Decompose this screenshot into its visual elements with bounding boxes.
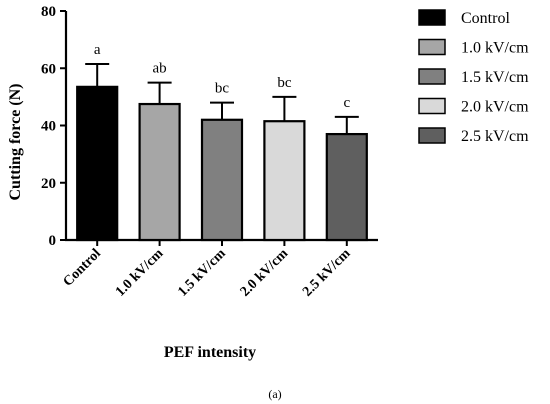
bar-1 xyxy=(76,85,119,242)
x-tick-label-4: 2.0 kV/cm xyxy=(238,246,292,300)
x-tick-label-1: Control xyxy=(61,246,105,290)
bar-2 xyxy=(138,102,181,242)
legend-label-5: 2.5 kV/cm xyxy=(461,128,529,145)
bars-layer xyxy=(76,85,368,242)
legend-label-1: Control xyxy=(461,10,510,27)
y-axis: 0 20 40 60 80 xyxy=(41,4,68,249)
legend-label-3: 1.5 kV/cm xyxy=(461,69,529,86)
y-axis-title: Cutting force (N) xyxy=(7,83,24,200)
significance-label-1: a xyxy=(94,42,101,58)
x-axis: Control 1.0 kV/cm 1.5 kV/cm 2.0 kV/cm 2.5 kV… xyxy=(61,238,378,300)
legend: Control 1.0 kV/cm 1.5 kV/cm 2.0 kV/cm 2.5 kV… xyxy=(418,9,529,145)
bar-5 xyxy=(325,132,368,242)
legend-swatch-4 xyxy=(418,97,446,115)
bar-3 xyxy=(200,118,244,242)
y-tick-label: 40 xyxy=(41,119,56,135)
y-tick-label: 60 xyxy=(41,61,56,77)
x-tick-label-5: 2.5 kV/cm xyxy=(300,246,354,300)
x-tick-label-3: 1.5 kV/cm xyxy=(175,246,229,300)
legend-swatch-1 xyxy=(418,9,446,26)
legend-swatch-3 xyxy=(418,68,446,85)
significance-label-3: bc xyxy=(215,81,230,97)
x-axis-title: PEF intensity xyxy=(164,344,256,361)
y-tick-label: 0 xyxy=(49,233,57,249)
significance-letters-layer: a ab bc bc c xyxy=(94,42,351,111)
legend-label-4: 2.0 kV/cm xyxy=(461,99,529,116)
significance-label-5: c xyxy=(343,95,350,111)
y-tick-label: 20 xyxy=(41,176,56,192)
figure-caption: (a) xyxy=(268,387,281,401)
legend-swatch-2 xyxy=(418,38,446,56)
significance-label-2: ab xyxy=(153,61,167,77)
y-tick-label: 80 xyxy=(41,4,56,20)
legend-swatch-5 xyxy=(418,127,446,144)
x-tick-label-2: 1.0 kV/cm xyxy=(113,246,167,300)
legend-label-2: 1.0 kV/cm xyxy=(461,40,529,57)
bar-4 xyxy=(263,120,306,242)
error-bars-layer xyxy=(85,62,359,135)
significance-label-4: bc xyxy=(277,75,292,91)
